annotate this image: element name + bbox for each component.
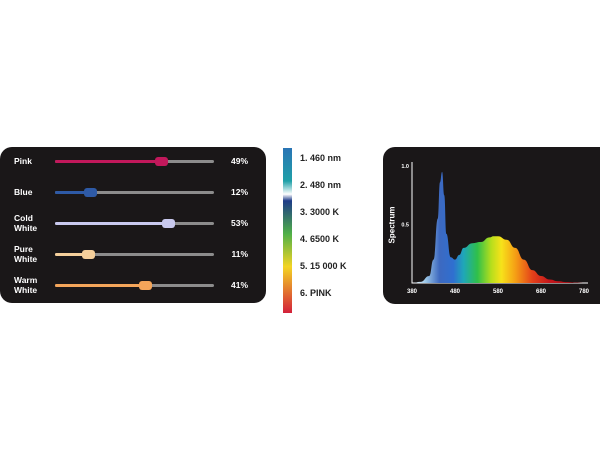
legend-swatch bbox=[283, 253, 292, 288]
slider-fill bbox=[55, 159, 162, 163]
legend-swatch bbox=[283, 208, 292, 253]
slider-value: 11% bbox=[231, 249, 248, 259]
legend-item: 4. 6500 K bbox=[300, 234, 340, 244]
slider-track[interactable] bbox=[55, 187, 214, 197]
x-tick-label: 480 bbox=[450, 289, 461, 295]
legend-swatch bbox=[283, 288, 292, 313]
slider-handle[interactable] bbox=[154, 156, 168, 166]
slider-row: Cold White 53% bbox=[0, 210, 266, 236]
slider-row: Warm White 41% bbox=[0, 272, 266, 298]
slider-label: Warm White bbox=[14, 275, 38, 295]
slider-fill bbox=[55, 252, 89, 256]
slider-label: Cold White bbox=[14, 213, 38, 233]
y-tick-label: 0.5 bbox=[401, 223, 409, 229]
slider-value: 53% bbox=[230, 218, 248, 228]
slider-fill bbox=[55, 190, 91, 194]
slider-row: Pure White 11% bbox=[0, 241, 266, 267]
slider-label: Pink bbox=[14, 156, 32, 166]
channel-sliders-panel bbox=[0, 147, 266, 303]
x-tick-label: 780 bbox=[579, 289, 590, 295]
legend-item: 2. 480 nm bbox=[300, 180, 342, 190]
slider-handle[interactable] bbox=[139, 280, 153, 290]
slider-handle[interactable] bbox=[84, 187, 98, 197]
slider-value: 12% bbox=[230, 187, 248, 197]
slider-track[interactable] bbox=[55, 156, 214, 166]
slider-row: Pink 49% bbox=[0, 148, 266, 174]
legend-item: 1. 460 nm bbox=[300, 153, 342, 163]
slider-label: Blue bbox=[14, 187, 33, 197]
legend-color-bar bbox=[283, 148, 292, 313]
slider-track[interactable] bbox=[55, 249, 214, 259]
slider-fill bbox=[55, 221, 169, 225]
x-tick-label: 680 bbox=[536, 289, 547, 295]
legend-swatch bbox=[283, 198, 292, 208]
x-tick-label: 580 bbox=[493, 289, 504, 295]
spectrum-chart: 380 480 580 680 780 0.5 1.0 bbox=[401, 162, 590, 295]
spectrum-area bbox=[412, 171, 584, 283]
slider-value: 41% bbox=[230, 280, 248, 290]
slider-track[interactable] bbox=[55, 218, 214, 228]
y-tick-label: 1.0 bbox=[401, 164, 409, 170]
legend-item: 3. 3000 K bbox=[300, 207, 340, 217]
slider-label: Pure White bbox=[14, 244, 38, 264]
legend-swatch bbox=[283, 148, 292, 178]
slider-track[interactable] bbox=[55, 280, 214, 290]
x-tick-label: 380 bbox=[407, 289, 418, 295]
slider-value: 49% bbox=[230, 156, 248, 166]
legend-swatch bbox=[283, 178, 292, 198]
slider-fill bbox=[55, 283, 146, 287]
slider-row: Blue 12% bbox=[0, 179, 266, 205]
slider-handle[interactable] bbox=[162, 218, 176, 228]
slider-handle[interactable] bbox=[82, 249, 96, 259]
legend-item: 5. 15 000 K bbox=[300, 261, 347, 271]
legend-item: 6. PINK bbox=[300, 288, 332, 298]
